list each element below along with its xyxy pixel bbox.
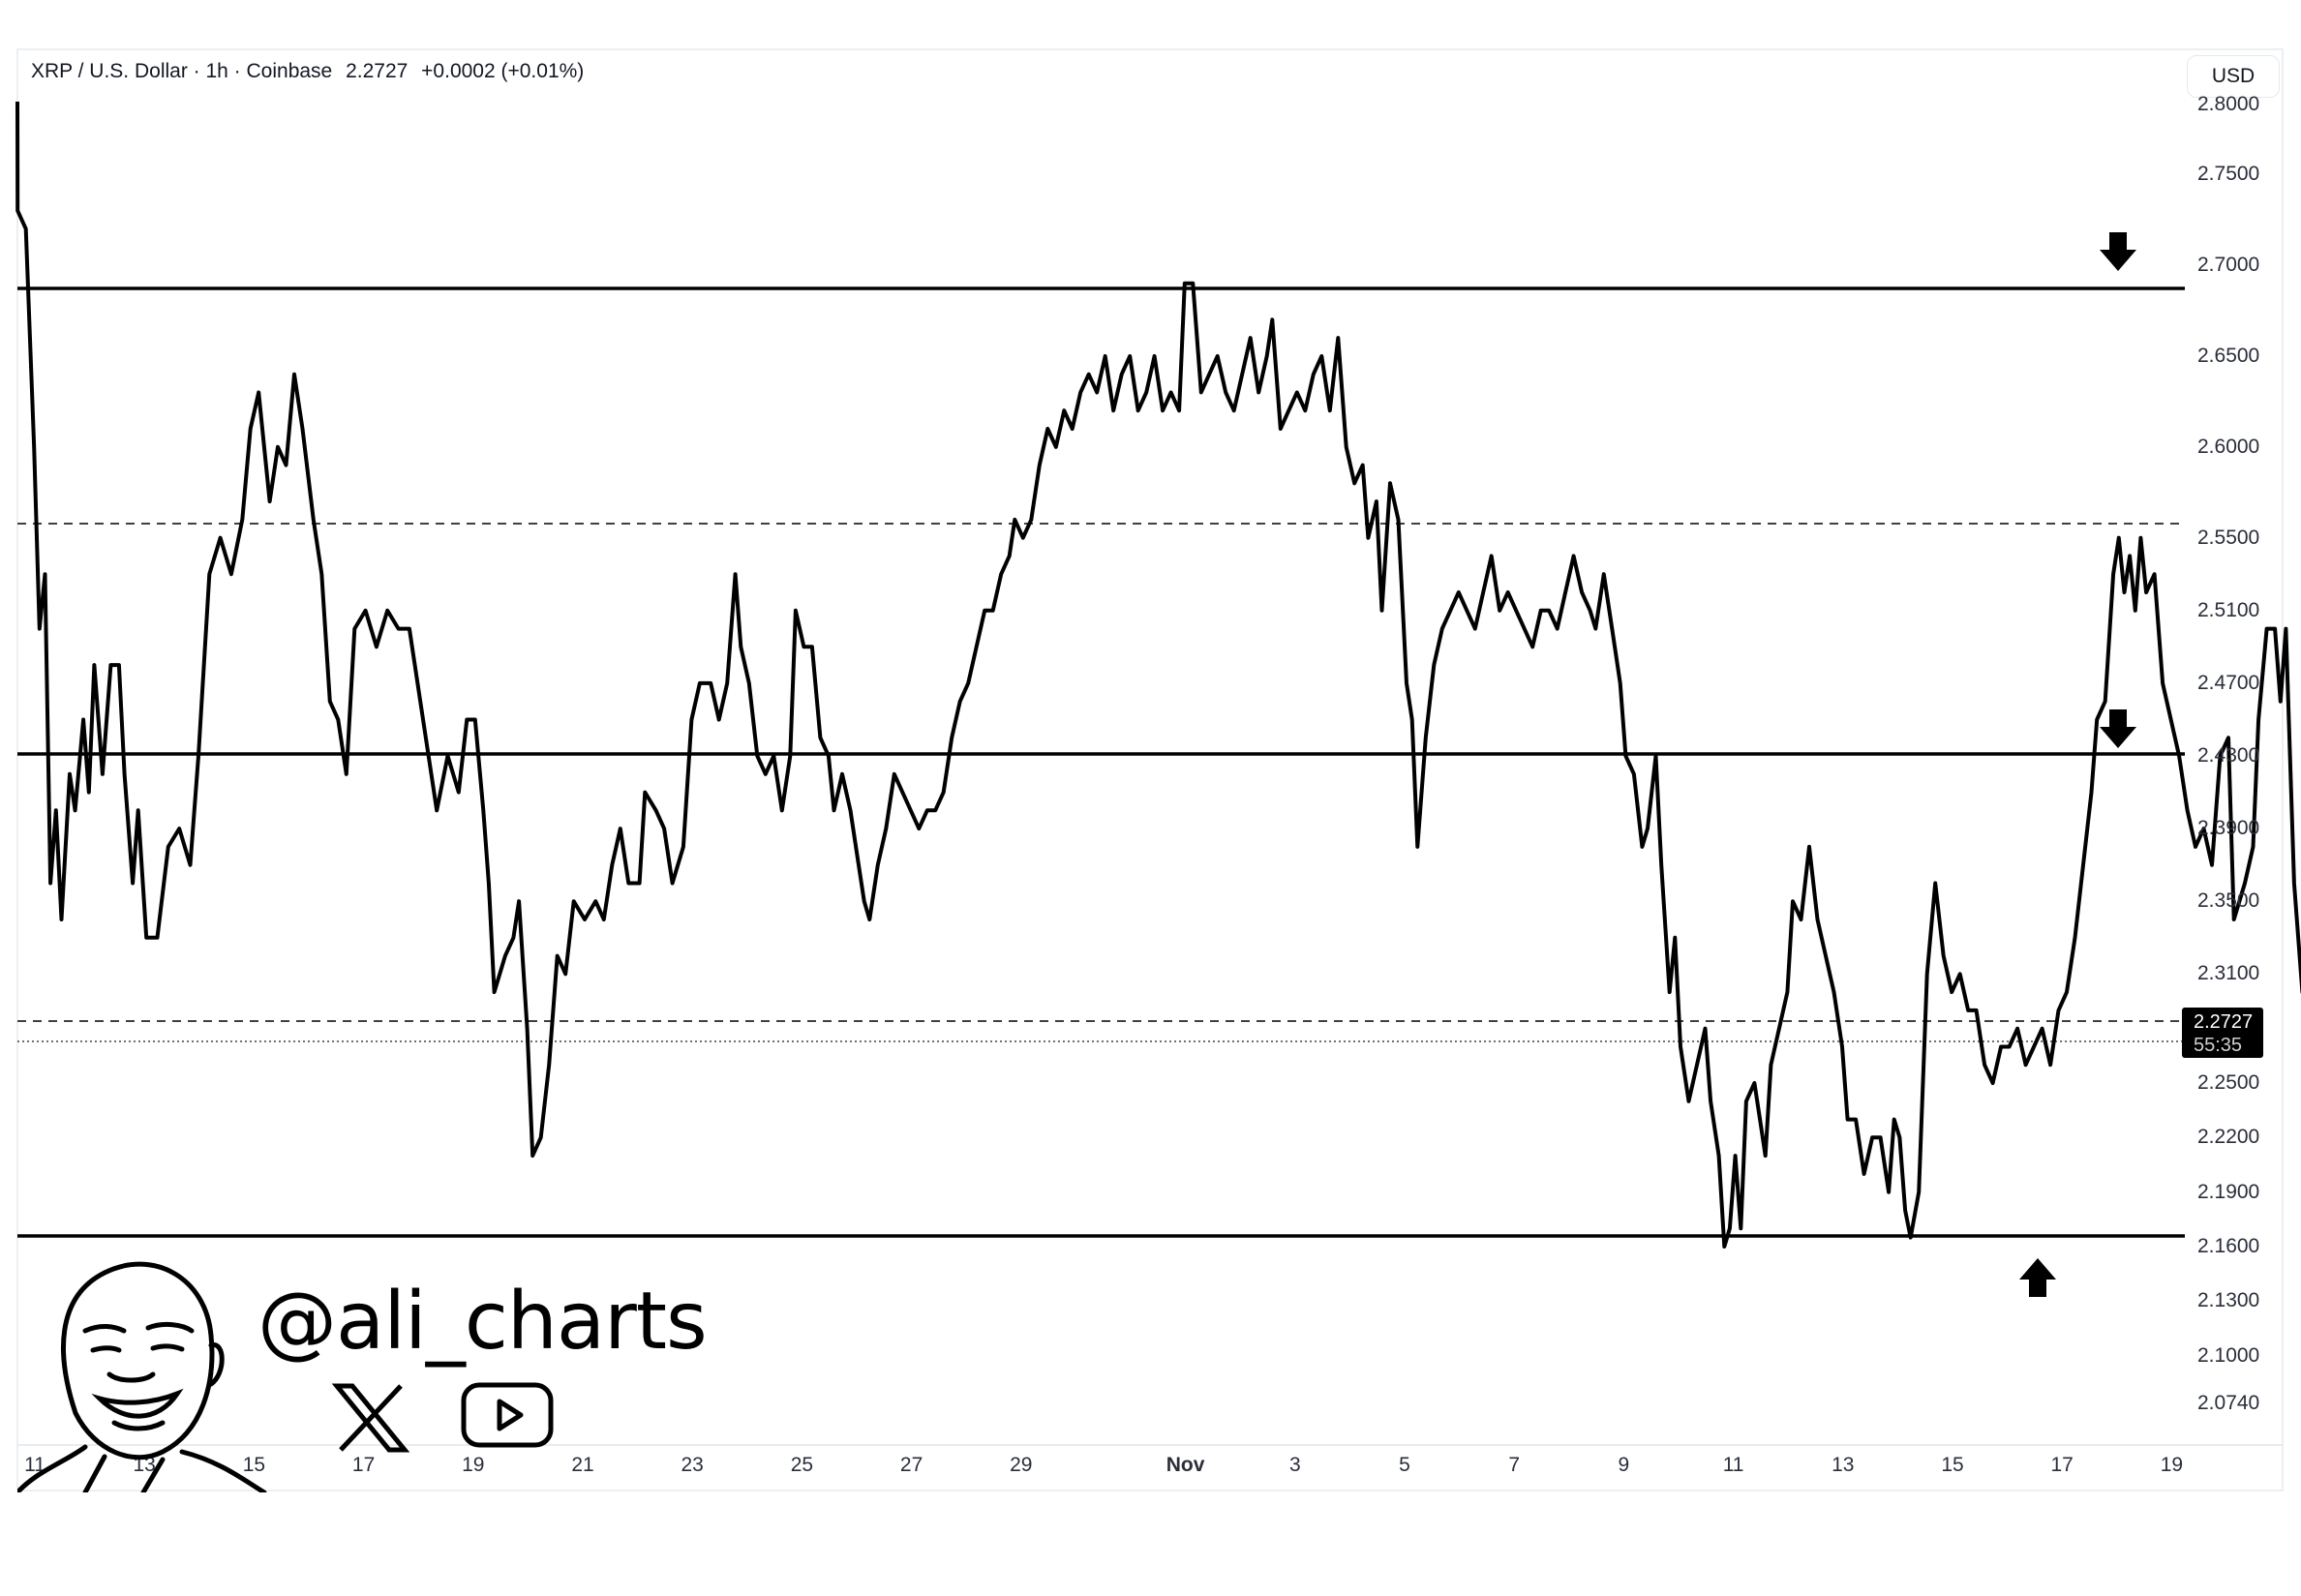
time-axis-tick: 19 [462,1454,485,1476]
price-axis-tick: 2.6000 [2197,435,2260,458]
last-price: 2.2727 [346,60,409,82]
price-axis-tick: 2.5100 [2197,598,2260,621]
price-axis-tick: 2.3100 [2197,962,2260,985]
time-axis-tick: 11 [1722,1454,1744,1476]
time-axis-tick: 21 [571,1454,594,1476]
price-axis-tick: 2.2200 [2197,1126,2260,1149]
time-axis-tick: 19 [2160,1454,2184,1476]
youtube-play-icon[interactable] [461,1382,554,1450]
price-axis-tick: 2.4300 [2197,744,2260,767]
chart-header: XRP / U.S. Dollar · 1h · Coinbase 2.2727… [31,60,591,83]
time-axis-tick: 9 [1618,1454,1630,1476]
time-axis-tick: 15 [1941,1454,1964,1476]
arrow-down-icon [2100,232,2136,271]
time-axis-tick: 5 [1399,1454,1410,1476]
price-axis-tick: 2.5500 [2197,526,2260,549]
price-axis-tick: 2.6500 [2197,344,2260,367]
price-axis-tick: 2.1300 [2197,1289,2260,1312]
time-axis-separator [16,1444,2284,1446]
time-axis-tick: 17 [351,1454,376,1476]
price-axis-tick: 2.0740 [2197,1391,2260,1414]
candle-countdown: 55:35 [2194,1035,2243,1056]
arrow-down-icon [2100,709,2136,748]
symbol-label[interactable]: XRP / U.S. Dollar · 1h · Coinbase [31,60,333,82]
price-axis-tick: 2.7000 [2197,254,2260,276]
price-axis-tick: 2.3500 [2197,889,2260,913]
price-axis-tick: 2.2500 [2197,1071,2260,1094]
avatar-illustration-icon [17,1261,267,1492]
price-axis-tick: 2.3900 [2197,817,2260,840]
current-price-tag: 2.2727 55:35 [2182,1008,2263,1058]
watermark-handle: @ali_charts [257,1276,708,1368]
annotation-arrows [2019,232,2136,1297]
time-axis-tick: 3 [1288,1454,1301,1476]
time-axis-tick: 29 [1010,1454,1033,1476]
price-axis-tick: 2.1600 [2197,1235,2260,1257]
price-axis-tick: 2.1900 [2197,1180,2260,1203]
time-axis-tick: 27 [899,1454,923,1476]
time-axis-tick: 13 [1832,1454,1855,1476]
price-axis-tick: 2.1000 [2197,1343,2260,1367]
time-axis-tick: Nov [1166,1454,1205,1476]
time-axis-tick: 17 [2050,1454,2074,1476]
currency-button[interactable]: USD [2187,55,2280,98]
price-tag-value: 2.2727 [2194,1011,2254,1033]
price-axis-tick: 2.4700 [2197,671,2260,694]
price-change: +0.0002 (+0.01%) [421,60,585,82]
x-logo-icon[interactable] [331,1382,410,1454]
price-axis-tick: 2.7500 [2197,163,2260,186]
price-axis-tick: 2.8000 [2197,93,2260,115]
time-axis-tick: 11 [24,1454,45,1476]
time-axis-tick: 15 [242,1454,266,1476]
time-axis-tick: 23 [681,1454,704,1476]
time-axis-tick: 25 [790,1454,814,1476]
horizontal-levels [17,286,2185,1238]
time-axis-tick: 7 [1508,1454,1521,1476]
price-line [15,101,2301,1249]
arrow-up-icon [2019,1258,2056,1297]
